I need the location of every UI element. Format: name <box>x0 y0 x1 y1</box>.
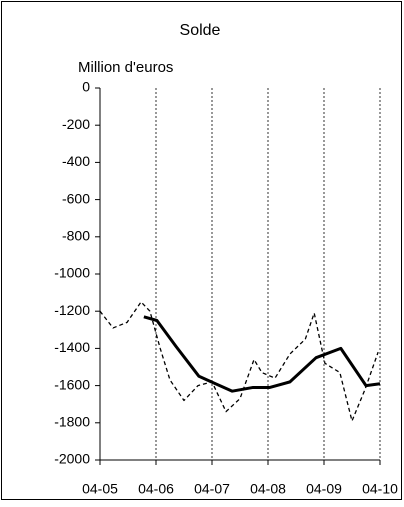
y-tick-label: -1600 <box>54 376 90 392</box>
x-tick-label: 04-07 <box>194 481 230 497</box>
x-tick-label: 04-10 <box>362 481 398 497</box>
x-tick-label: 04-09 <box>306 481 342 497</box>
y-tick-label: -2000 <box>54 451 90 467</box>
y-tick-label: -1400 <box>54 339 90 355</box>
series-line <box>99 301 379 422</box>
chart-border <box>1 1 402 500</box>
x-tick-label: 04-06 <box>138 481 174 497</box>
y-tick-label: 0 <box>82 79 90 95</box>
series-line <box>143 315 381 393</box>
y-tick-label: -1000 <box>54 265 90 281</box>
y-tick-label: -1200 <box>54 302 90 318</box>
x-tick-label: 04-08 <box>250 481 286 497</box>
y-tick-label: -400 <box>62 153 90 169</box>
y-tick-label: -800 <box>62 228 90 244</box>
y-tick-label: -200 <box>62 116 90 132</box>
y-tick-label: -1800 <box>54 414 90 430</box>
chart-title: Solde <box>180 22 221 39</box>
x-tick-label: 04-05 <box>82 481 118 497</box>
y-axis-label: Million d'euros <box>78 59 173 76</box>
y-tick-label: -600 <box>62 190 90 206</box>
